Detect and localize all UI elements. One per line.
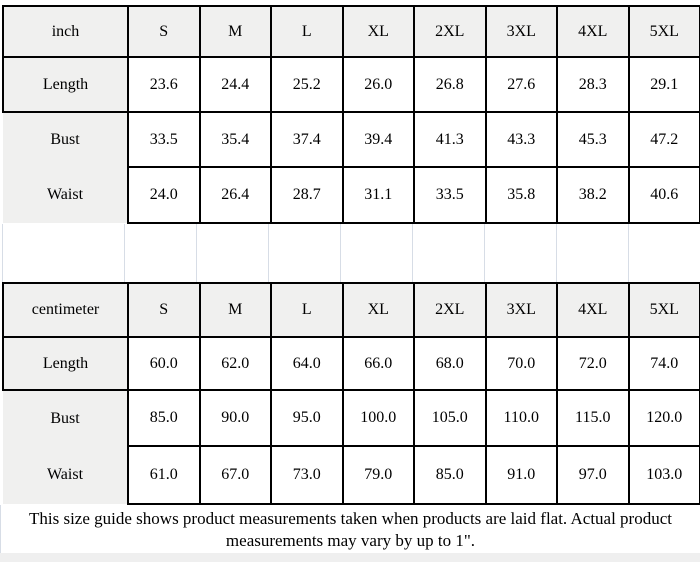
measurement-cell: 68.0 — [413, 336, 487, 391]
size-header-cell: XL — [341, 282, 415, 338]
size-header-cell: XL — [341, 5, 415, 58]
spacer-cell — [125, 224, 197, 282]
size-header-cell: 5XL — [627, 282, 700, 338]
size-header-row: centimeter S M L XL 2XL 3XL 4XL 5XL — [2, 282, 700, 338]
measurement-cell: 66.0 — [341, 336, 415, 391]
size-header-cell: 4XL — [556, 282, 630, 338]
size-note: This size guide shows product measuremen… — [0, 505, 700, 553]
measurement-cell: 85.0 — [413, 445, 487, 505]
bottom-strip — [0, 553, 700, 562]
size-header-cell: L — [270, 282, 344, 338]
measurement-cell: 27.6 — [484, 56, 558, 113]
measurement-cell: 67.0 — [198, 445, 272, 505]
measurement-cell: 110.0 — [484, 389, 558, 447]
measurement-cell: 43.3 — [484, 111, 558, 168]
row-label-cell: Waist — [3, 166, 129, 223]
measurement-cell: 95.0 — [270, 389, 344, 447]
row-label-cell: Length — [2, 56, 129, 113]
measurement-cell: 60.0 — [127, 336, 201, 391]
measurement-cell: 61.0 — [127, 445, 201, 505]
measurement-cell: 115.0 — [556, 389, 630, 447]
measurement-cell: 26.4 — [198, 166, 272, 224]
size-header-cell: S — [127, 5, 201, 58]
row-label-cell: Length — [2, 336, 129, 391]
table-row: Bust 33.5 35.4 37.4 39.4 41.3 43.3 45.3 47.2 — [3, 111, 700, 168]
measurement-cell: 33.5 — [127, 111, 201, 168]
spacer-cell — [341, 224, 413, 282]
measurement-cell: 91.0 — [484, 445, 558, 505]
size-header-cell: 2XL — [413, 5, 487, 58]
size-header-cell: L — [270, 5, 344, 58]
table-row: Bust 85.0 90.0 95.0 100.0 105.0 110.0 115.0 120.… — [3, 389, 700, 447]
measurement-cell: 70.0 — [484, 336, 558, 391]
measurement-cell: 23.6 — [127, 56, 201, 113]
size-header-cell: 5XL — [627, 5, 700, 58]
size-header-cell: 4XL — [556, 5, 630, 58]
measurement-cell: 105.0 — [413, 389, 487, 447]
table-row: Waist 61.0 67.0 73.0 79.0 85.0 91.0 97.0 103.0 — [3, 445, 700, 505]
measurement-cell: 24.0 — [127, 166, 201, 224]
centimeter-size-table: centimeter S M L XL 2XL 3XL 4XL 5XL Length 60.0 62.… — [2, 282, 700, 505]
size-header-cell: 2XL — [413, 282, 487, 338]
row-label-cell: Bust — [3, 389, 129, 446]
measurement-cell: 90.0 — [198, 389, 272, 447]
measurement-cell: 28.3 — [556, 56, 630, 113]
measurement-cell: 120.0 — [627, 389, 700, 447]
spacer-cell — [413, 224, 485, 282]
size-header-cell: S — [127, 282, 201, 338]
measurement-cell: 45.3 — [556, 111, 630, 168]
unit-header-cell: centimeter — [2, 282, 129, 338]
measurement-cell: 41.3 — [413, 111, 487, 168]
measurement-cell: 39.4 — [341, 111, 415, 168]
size-header-cell: 3XL — [484, 5, 558, 58]
spacer-cell — [2, 224, 125, 282]
measurement-cell: 73.0 — [270, 445, 344, 505]
measurement-cell: 85.0 — [127, 389, 201, 447]
measurement-cell: 31.1 — [341, 166, 415, 224]
measurement-cell: 26.8 — [413, 56, 487, 113]
spacer-cell — [557, 224, 629, 282]
measurement-cell: 72.0 — [556, 336, 630, 391]
inch-size-table: inch S M L XL 2XL 3XL 4XL 5XL Length 23.6 24.4 25.2 2… — [2, 5, 700, 224]
table-row: Length 23.6 24.4 25.2 26.0 26.8 27.6 28.3 29.1 — [2, 56, 700, 113]
measurement-cell: 24.4 — [198, 56, 272, 113]
size-header-cell: M — [198, 282, 272, 338]
measurement-cell: 100.0 — [341, 389, 415, 447]
unit-header-cell: inch — [2, 5, 129, 58]
spacer-cell — [485, 224, 557, 282]
measurement-cell: 37.4 — [270, 111, 344, 168]
measurement-cell: 47.2 — [627, 111, 700, 168]
measurement-cell: 97.0 — [556, 445, 630, 505]
measurement-cell: 29.1 — [627, 56, 700, 113]
measurement-cell: 74.0 — [627, 336, 700, 391]
size-header-cell: 3XL — [484, 282, 558, 338]
table-row: Length 60.0 62.0 64.0 66.0 68.0 70.0 72.0 74.0 — [2, 336, 700, 391]
measurement-cell: 62.0 — [198, 336, 272, 391]
measurement-cell: 79.0 — [341, 445, 415, 505]
size-header-cell: M — [198, 5, 272, 58]
spacer-row — [2, 224, 700, 282]
measurement-cell: 26.0 — [341, 56, 415, 113]
size-header-row: inch S M L XL 2XL 3XL 4XL 5XL — [2, 5, 700, 58]
spacer-cell — [197, 224, 269, 282]
row-label-cell: Waist — [3, 445, 129, 504]
row-label-cell: Bust — [3, 111, 129, 167]
table-row: Waist 24.0 26.4 28.7 31.1 33.5 35.8 38.2 40.6 — [3, 166, 700, 224]
measurement-cell: 28.7 — [270, 166, 344, 224]
spacer-cell — [269, 224, 341, 282]
measurement-cell: 35.4 — [198, 111, 272, 168]
measurement-cell: 25.2 — [270, 56, 344, 113]
measurement-cell: 33.5 — [413, 166, 487, 224]
measurement-cell: 38.2 — [556, 166, 630, 224]
measurement-cell: 64.0 — [270, 336, 344, 391]
measurement-cell: 35.8 — [484, 166, 558, 224]
measurement-cell: 40.6 — [627, 166, 700, 224]
measurement-cell: 103.0 — [627, 445, 700, 505]
spacer-cell — [629, 224, 700, 282]
